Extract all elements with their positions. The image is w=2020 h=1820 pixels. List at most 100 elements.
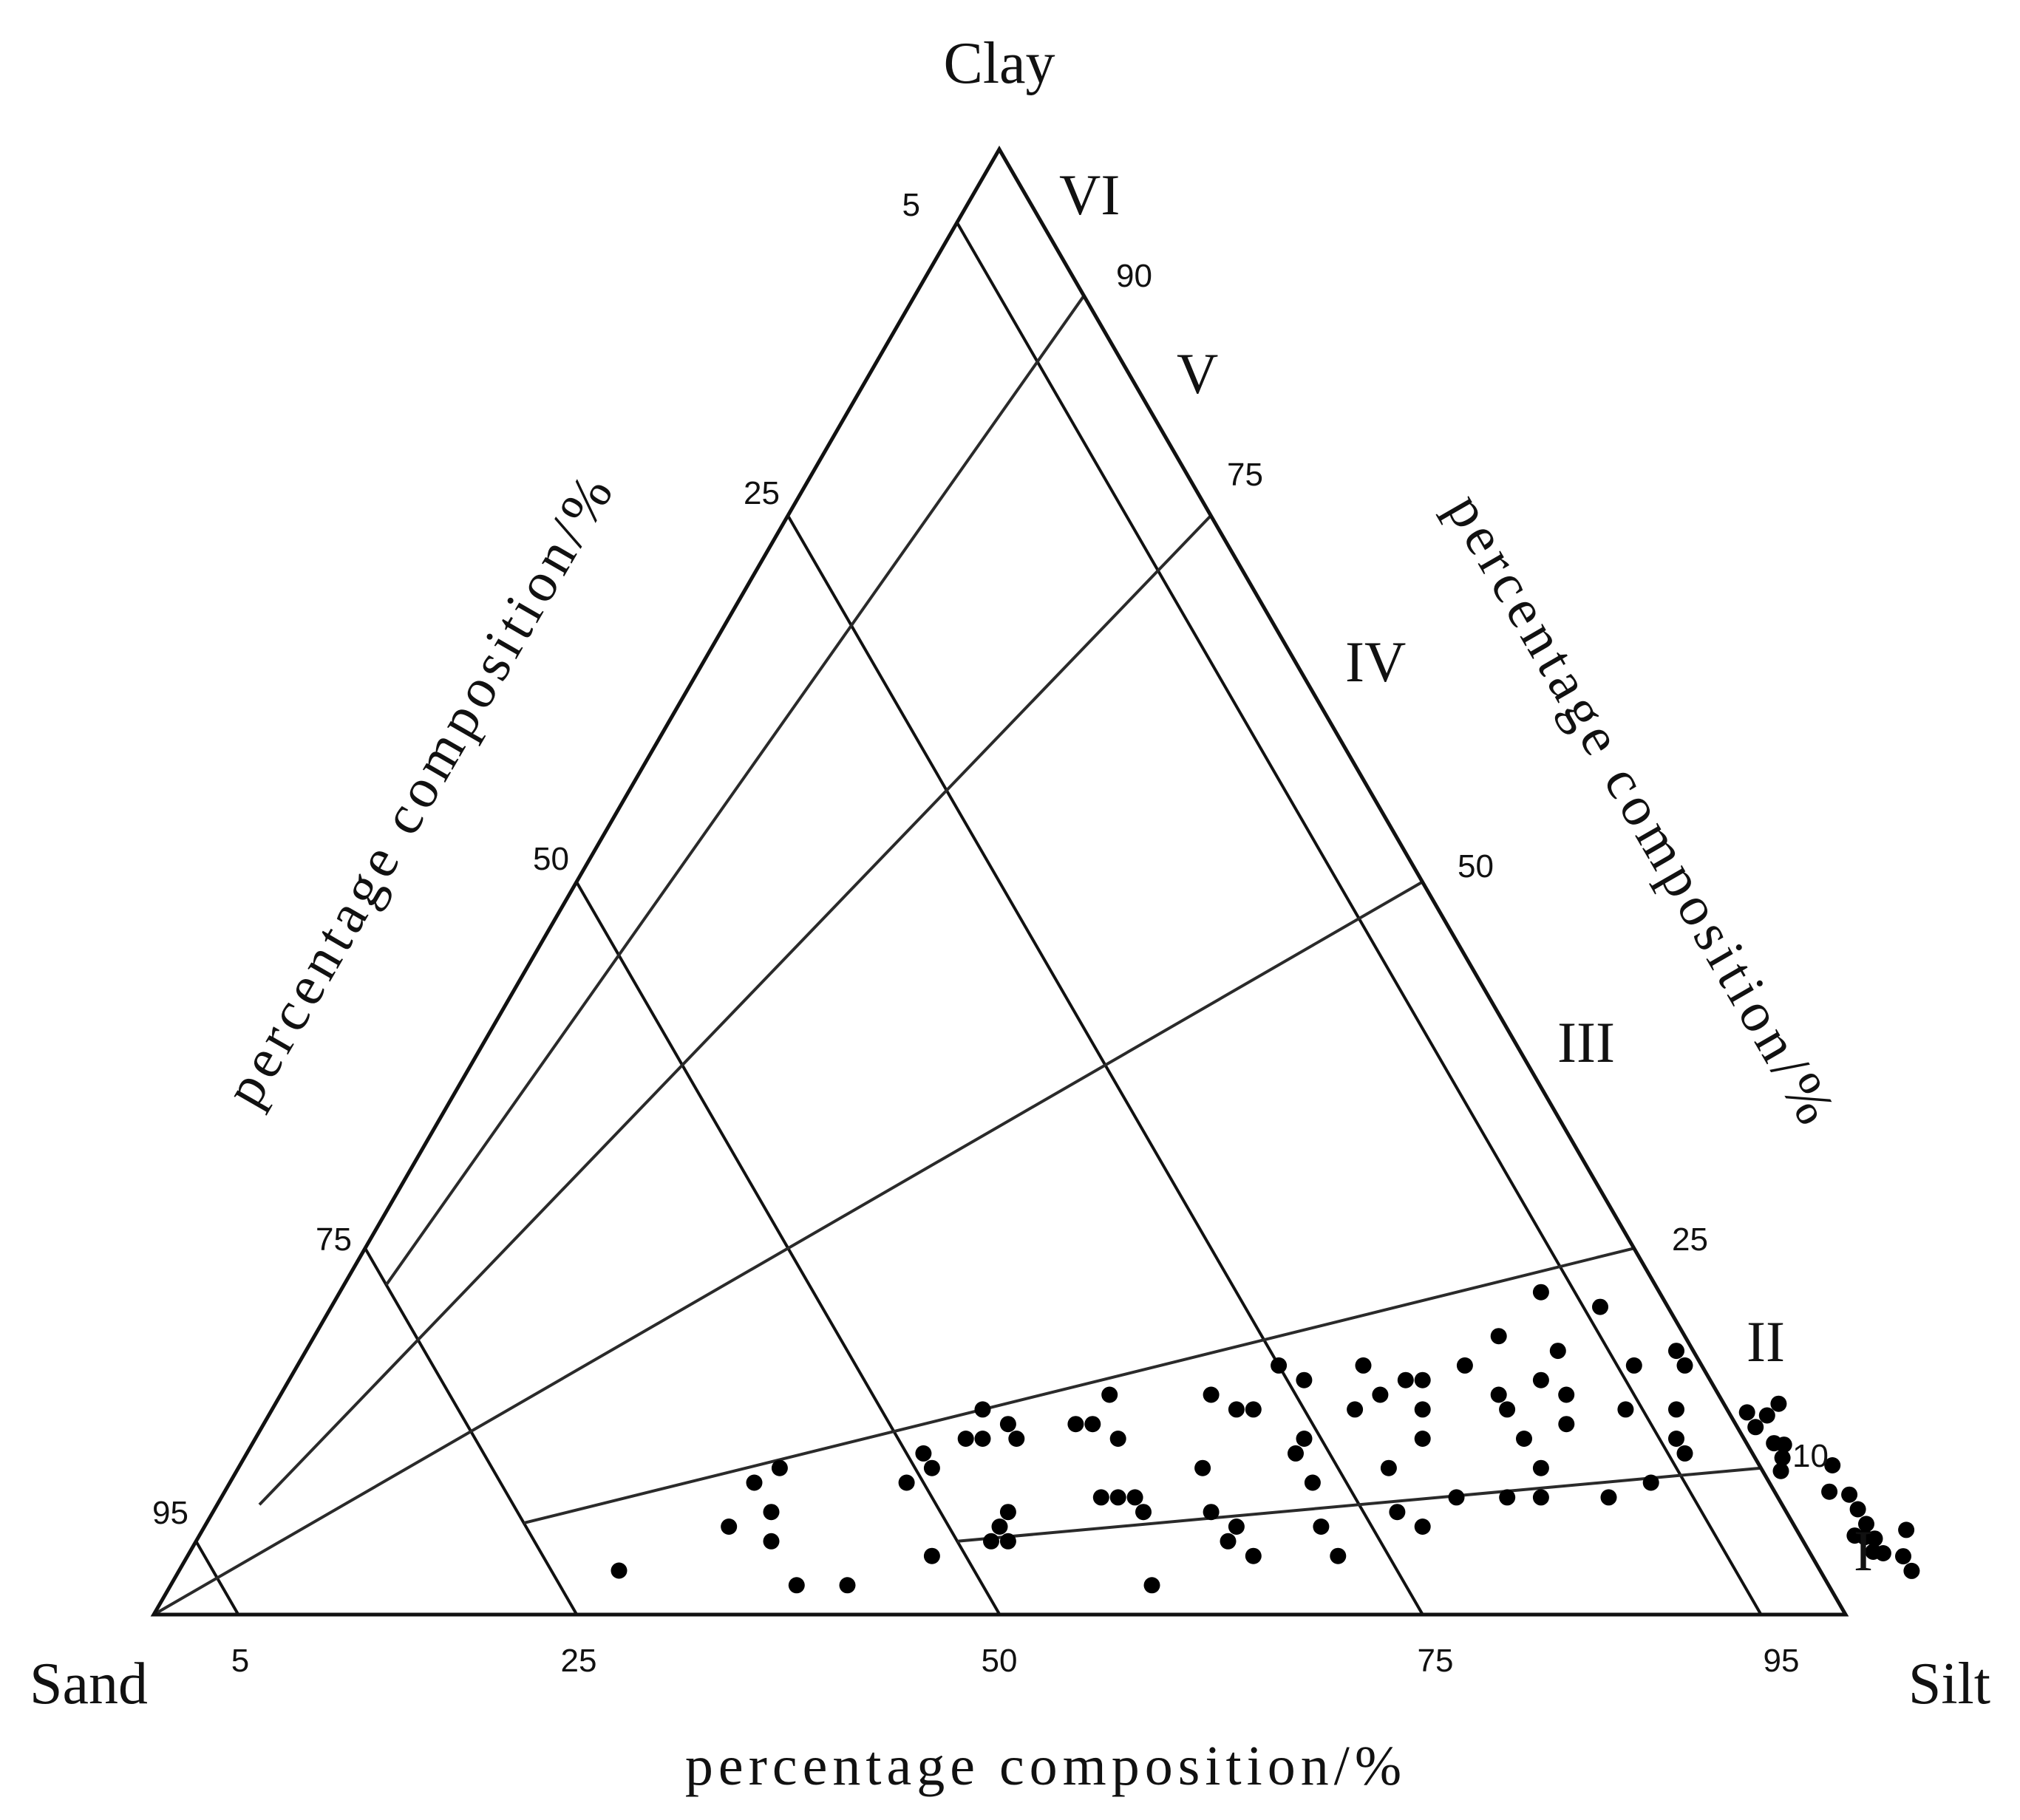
right-tick-label: 75 xyxy=(1227,457,1263,493)
bottom-axis-title: percentage composition/% xyxy=(685,1735,1407,1797)
corner-label-clay: Clay xyxy=(943,31,1055,96)
data-point xyxy=(1245,1547,1262,1564)
data-point xyxy=(1101,1386,1118,1403)
data-point xyxy=(1228,1519,1245,1535)
data-point xyxy=(1499,1489,1516,1506)
data-point xyxy=(1532,1459,1549,1476)
data-point xyxy=(898,1474,915,1491)
zone-label: III xyxy=(1557,1010,1615,1074)
data-point xyxy=(839,1577,856,1594)
data-point xyxy=(1532,1284,1549,1301)
data-point xyxy=(1288,1445,1304,1462)
data-point xyxy=(1642,1474,1659,1491)
corner-label-silt: Silt xyxy=(1908,1652,1990,1717)
data-point xyxy=(1414,1401,1431,1418)
right-tick-label: 50 xyxy=(1458,848,1494,885)
data-point xyxy=(1448,1489,1465,1506)
data-point xyxy=(1372,1386,1389,1403)
left-axis-title: percentage composition/% xyxy=(213,461,628,1117)
data-point xyxy=(1397,1371,1414,1388)
data-points xyxy=(611,1284,1920,1594)
data-point xyxy=(1296,1371,1313,1388)
data-point xyxy=(1558,1386,1575,1403)
data-point xyxy=(1228,1401,1245,1418)
bottom-tick-label: 95 xyxy=(1764,1643,1800,1679)
data-point xyxy=(1758,1407,1775,1424)
data-point xyxy=(1532,1371,1549,1388)
data-point xyxy=(1330,1547,1347,1564)
data-point xyxy=(1304,1474,1321,1491)
data-point xyxy=(1592,1298,1608,1315)
data-point xyxy=(1109,1489,1126,1506)
data-point xyxy=(991,1519,1008,1535)
data-point xyxy=(1849,1501,1866,1518)
data-point xyxy=(1456,1357,1473,1374)
data-point xyxy=(1821,1483,1838,1500)
bottom-tick-label: 25 xyxy=(561,1643,597,1679)
data-point xyxy=(1084,1416,1101,1433)
zone-label: I xyxy=(1854,1519,1873,1583)
right-tick-label: 25 xyxy=(1672,1221,1708,1258)
data-point xyxy=(1389,1504,1406,1521)
data-point xyxy=(999,1416,1016,1433)
data-point xyxy=(1668,1431,1684,1447)
data-point xyxy=(999,1504,1016,1521)
data-point xyxy=(1841,1486,1858,1503)
data-point xyxy=(923,1547,940,1564)
data-point xyxy=(771,1459,788,1476)
data-point xyxy=(1296,1431,1313,1447)
data-point xyxy=(957,1431,974,1447)
data-point xyxy=(1668,1343,1684,1360)
data-point xyxy=(1414,1431,1431,1447)
data-point xyxy=(1499,1401,1516,1418)
data-point xyxy=(1747,1419,1764,1436)
right-tick-label: 10 xyxy=(1792,1438,1829,1474)
data-point xyxy=(1414,1371,1431,1388)
zone-label: V xyxy=(1177,341,1218,406)
data-point xyxy=(1135,1504,1152,1521)
data-point xyxy=(1203,1504,1220,1521)
data-point xyxy=(788,1577,805,1594)
data-point xyxy=(1271,1357,1288,1374)
data-point xyxy=(999,1533,1016,1550)
data-point xyxy=(1380,1459,1397,1476)
data-point xyxy=(1067,1416,1084,1433)
bottom-tick-label: 50 xyxy=(982,1643,1018,1679)
data-point xyxy=(1668,1401,1684,1418)
data-point xyxy=(1109,1431,1126,1447)
left-tick-label: 25 xyxy=(744,475,780,511)
data-point xyxy=(746,1474,763,1491)
triangle-frame xyxy=(150,145,1849,1617)
data-point xyxy=(1558,1416,1575,1433)
data-point xyxy=(1865,1544,1882,1560)
data-point xyxy=(915,1445,932,1462)
data-point xyxy=(1355,1357,1372,1374)
data-point xyxy=(974,1431,991,1447)
data-point xyxy=(974,1401,991,1418)
data-point xyxy=(983,1533,999,1550)
left-tick-label: 50 xyxy=(533,841,569,877)
data-point xyxy=(1313,1519,1330,1535)
bottom-tick-label: 5 xyxy=(231,1643,249,1679)
data-point xyxy=(611,1562,628,1579)
data-point xyxy=(1220,1533,1237,1550)
data-point xyxy=(763,1504,780,1521)
data-point xyxy=(721,1519,738,1535)
data-point xyxy=(923,1459,940,1476)
zone-boundary-line xyxy=(258,514,1212,1506)
left-tick-label: 75 xyxy=(316,1221,352,1258)
zone-label: VI xyxy=(1059,163,1120,227)
data-point xyxy=(1092,1489,1109,1506)
data-point xyxy=(1858,1516,1874,1533)
data-point xyxy=(1676,1357,1693,1374)
zone-boundary-lines xyxy=(152,295,1761,1616)
left-tick-label: 5 xyxy=(902,187,920,223)
data-point xyxy=(1126,1489,1143,1506)
zone-boundary-line xyxy=(384,295,1086,1286)
data-point xyxy=(1490,1328,1507,1345)
right-axis-title: percentage composition/% xyxy=(1435,483,1849,1139)
zone-boundary-line xyxy=(152,880,1424,1616)
bottom-tick-label: 75 xyxy=(1418,1643,1454,1679)
data-point xyxy=(1600,1489,1617,1506)
